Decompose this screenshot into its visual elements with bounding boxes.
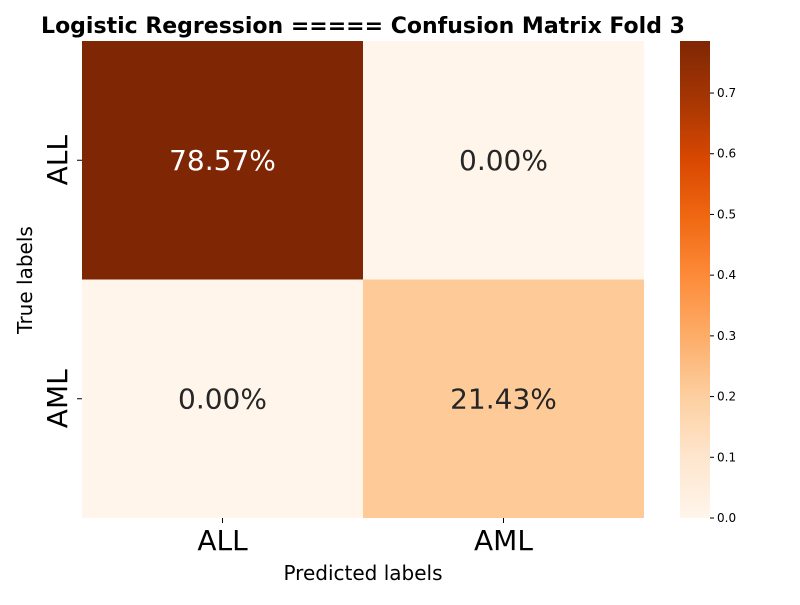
cell-annotation-1-1: 21.43% [450,382,557,415]
cell-annotation-1-0: 0.00% [178,382,267,415]
x-axis: ALL AML [197,518,533,557]
colorbar [680,41,710,518]
chart-title: Logistic Regression ===== Confusion Matr… [41,14,685,39]
cell-annotation-0-0: 78.57% [169,144,276,177]
heatmap-cell-1-0 [82,279,363,518]
heatmap-cell-1-1 [363,279,644,518]
colorbar-tick-label: 0.2 [717,390,736,404]
heatmap-cell-0-0 [82,41,363,280]
colorbar-tick-label: 0.0 [717,511,736,525]
colorbar-tick-label: 0.1 [717,450,736,464]
colorbar-tick-label: 0.7 [717,86,736,100]
colorbar-tick-label: 0.4 [717,268,736,282]
heatmap-annotations: 78.57% 0.00% 0.00% 21.43% [169,144,557,416]
cell-annotation-0-1: 0.00% [459,144,548,177]
y-tick-label: ALL [41,135,74,186]
heatmap-cell-0-1 [363,41,644,280]
colorbar-tick-label: 0.3 [717,329,736,343]
y-tick-label: AML [41,369,74,428]
heatmap-cells [82,41,644,518]
y-axis-label: True labels [13,226,37,335]
y-axis: ALL AML [41,135,82,428]
x-tick-label: ALL [197,524,248,557]
colorbar-tick-label: 0.6 [717,147,736,161]
colorbar-ticks: 0.0 0.1 0.2 0.3 0.4 0.5 0.6 0.7 [710,86,736,525]
colorbar-tick-label: 0.5 [717,207,736,221]
x-tick-label: AML [474,524,533,557]
x-axis-label: Predicted labels [283,561,442,585]
